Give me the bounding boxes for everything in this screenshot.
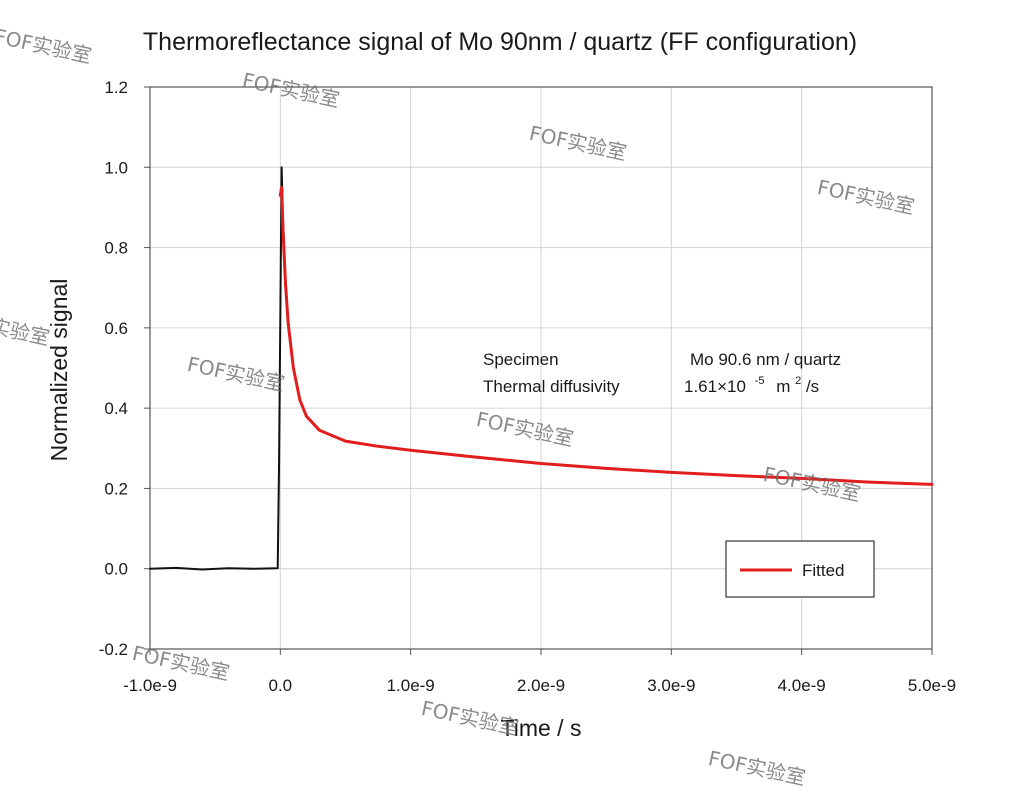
x-tick-label: 2.0e-9	[517, 676, 565, 695]
diffusivity-value: 1.61×10 -5 m 2 /s	[684, 369, 819, 396]
y-tick-label: 0.2	[104, 479, 128, 498]
specimen-annotation: Specimen Mo 90.6 nm / quartz Thermal dif…	[483, 350, 841, 396]
y-tick-label: 0.0	[104, 560, 128, 579]
diffusivity-exponent: -5	[755, 375, 765, 387]
specimen-label: Specimen	[483, 350, 559, 369]
x-tick-label: -1.0e-9	[123, 676, 177, 695]
y-tick-label: -0.2	[99, 640, 128, 659]
x-tick-label: 5.0e-9	[908, 676, 956, 695]
x-axis-ticks: -1.0e-9 0.0 1.0e-9 2.0e-9 3.0e-9 4.0e-9 5.0e-9	[123, 649, 956, 695]
diffusivity-label: Thermal diffusivity	[483, 377, 620, 396]
thermoreflectance-chart: Thermoreflectance signal of Mo 90nm / qu…	[46, 28, 956, 741]
chart-title: Thermoreflectance signal of Mo 90nm / qu…	[143, 28, 857, 56]
diffusivity-unit-tail: /s	[806, 377, 819, 396]
y-tick-label: 0.6	[104, 319, 128, 338]
x-tick-label: 3.0e-9	[647, 676, 695, 695]
grid-lines	[150, 87, 932, 649]
x-axis-label: Time / s	[501, 715, 582, 741]
specimen-value: Mo 90.6 nm / quartz	[690, 350, 841, 369]
diffusivity-unit-base: m	[776, 377, 790, 396]
diffusivity-mantissa: 1.61×10	[684, 377, 746, 396]
y-tick-label: 1.0	[104, 158, 128, 177]
y-axis-label: Normalized signal	[46, 279, 72, 462]
y-tick-label: 0.4	[104, 399, 128, 418]
legend: Fitted	[725, 540, 875, 598]
fitted-signal-line	[278, 185, 934, 486]
legend-label-fitted: Fitted	[802, 561, 845, 580]
y-axis-ticks: -0.2 0.0 0.2 0.4 0.6 0.8 1.0 1.2	[99, 78, 150, 659]
x-tick-label: 0.0	[269, 676, 293, 695]
x-tick-label: 1.0e-9	[387, 676, 435, 695]
diffusivity-unit-sup: 2	[795, 375, 801, 387]
y-tick-label: 1.2	[104, 78, 128, 97]
x-tick-label: 4.0e-9	[778, 676, 826, 695]
y-tick-label: 0.8	[104, 239, 128, 258]
series-lines	[149, 166, 934, 571]
